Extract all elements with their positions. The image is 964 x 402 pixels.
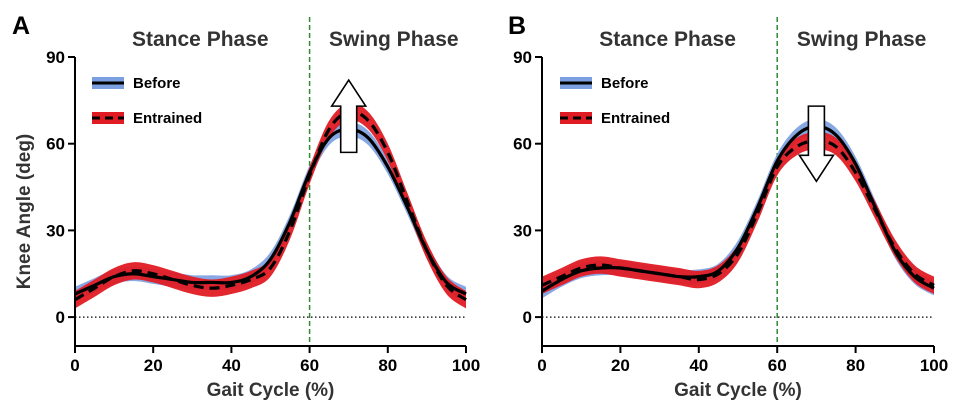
arrow-up-icon [330, 78, 368, 154]
legend-label-entrained: Entrained [601, 110, 670, 127]
phase-label-stance: Stance Phase [599, 28, 736, 51]
legend-label-entrained: Entrained [133, 110, 202, 127]
x-tick-label: 60 [300, 356, 319, 375]
panel-b: B Stance Phase Swing Phase 0 30 60 90 0 20 40 60 80… [508, 12, 948, 401]
x-tick-label: 0 [70, 356, 79, 375]
y-tick-label: 30 [513, 221, 532, 240]
x-tick-label: 0 [537, 356, 546, 375]
x-axis-title: Gait Cycle (%) [674, 380, 802, 401]
y-tick-label: 90 [46, 48, 65, 67]
x-tick-label: 60 [768, 356, 787, 375]
y-tick-label: 30 [46, 221, 65, 240]
series-line-entrained [74, 109, 467, 302]
legend-label-before: Before [601, 75, 649, 92]
legend-label-before: Before [133, 75, 181, 92]
x-tick-label: 80 [846, 356, 865, 375]
series-line-before [74, 127, 467, 296]
y-tick-label: 60 [46, 135, 65, 154]
y-tick-label: 0 [523, 308, 532, 327]
y-tick-label: 90 [513, 48, 532, 67]
x-tick-label: 100 [920, 356, 948, 375]
x-tick-label: 100 [452, 356, 480, 375]
x-axis-title: Gait Cycle (%) [207, 380, 335, 401]
arrow-down-icon [797, 105, 835, 183]
phase-label-swing: Swing Phase [329, 28, 459, 51]
y-tick-label: 60 [513, 135, 532, 154]
series-line-entrained [541, 139, 935, 287]
x-tick-label: 40 [222, 356, 241, 375]
y-axis-title: Knee Angle (deg) [14, 134, 35, 290]
x-tick-label: 20 [144, 356, 163, 375]
x-tick-label: 40 [689, 356, 708, 375]
panel-letter: B [508, 12, 526, 40]
x-tick-label: 80 [378, 356, 397, 375]
panel-letter: A [12, 12, 30, 40]
series-band-entrained [542, 132, 934, 294]
panel-a: A Stance Phase Swing Phase 0 30 60 90 0 20 40 60 80… [12, 12, 480, 401]
series-line-before [541, 124, 935, 293]
y-tick-label: 0 [56, 308, 65, 327]
x-tick-label: 20 [611, 356, 630, 375]
phase-label-swing: Swing Phase [797, 28, 927, 51]
phase-label-stance: Stance Phase [132, 28, 269, 51]
